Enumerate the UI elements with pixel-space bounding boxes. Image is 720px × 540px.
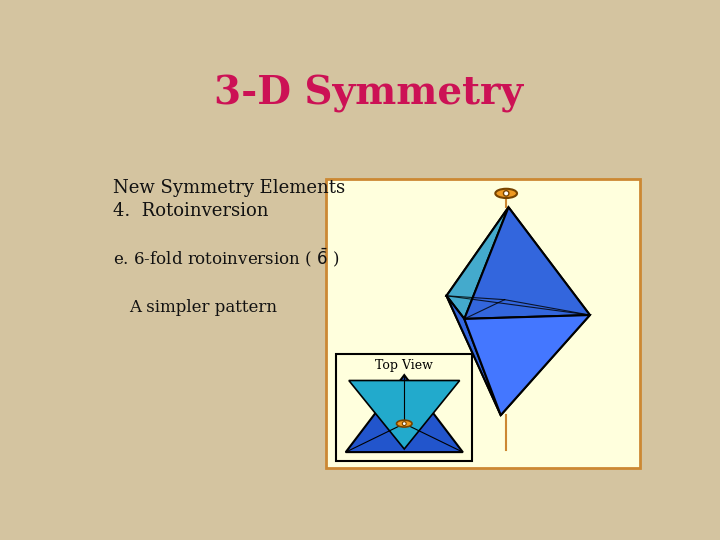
Polygon shape xyxy=(500,300,590,415)
Text: 4.  Rotoinversion: 4. Rotoinversion xyxy=(113,202,269,220)
Polygon shape xyxy=(464,207,590,319)
Text: e. 6-fold rotoinversion ( $\bar{6}$ ): e. 6-fold rotoinversion ( $\bar{6}$ ) xyxy=(113,246,340,268)
Ellipse shape xyxy=(495,189,517,198)
Polygon shape xyxy=(446,296,505,415)
Text: New Symmetry Elements: New Symmetry Elements xyxy=(113,179,346,197)
Polygon shape xyxy=(505,207,590,315)
Polygon shape xyxy=(349,381,459,449)
Ellipse shape xyxy=(503,191,509,196)
Ellipse shape xyxy=(402,422,406,426)
Bar xyxy=(336,354,472,461)
Text: 3-D Symmetry: 3-D Symmetry xyxy=(215,75,523,113)
Polygon shape xyxy=(346,375,463,452)
Polygon shape xyxy=(446,207,508,319)
Text: Top View: Top View xyxy=(375,360,433,373)
Polygon shape xyxy=(446,207,508,300)
Text: A simpler pattern: A simpler pattern xyxy=(129,299,276,316)
Polygon shape xyxy=(464,315,590,415)
Ellipse shape xyxy=(397,420,412,427)
Polygon shape xyxy=(446,296,500,415)
Bar xyxy=(326,179,640,468)
